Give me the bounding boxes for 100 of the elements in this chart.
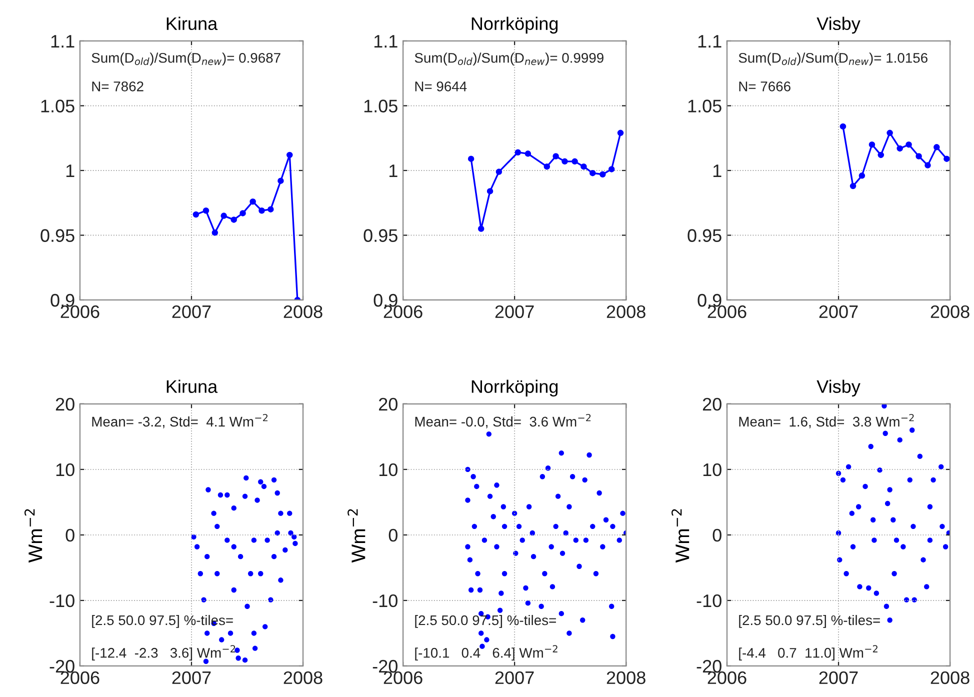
x-tick-label: 2008 [284, 671, 322, 684]
y-axis-title: Wm$^{−2}$ [672, 509, 690, 563]
y-tick-label: 10 [56, 463, 74, 476]
chart-title: Norrköping [472, 380, 558, 397]
point [212, 230, 218, 236]
point [220, 212, 227, 219]
point [240, 210, 246, 216]
point [944, 156, 950, 162]
point [219, 637, 224, 642]
point [840, 477, 846, 483]
point [282, 547, 288, 553]
annotation: N= 9644 [415, 82, 467, 92]
point [862, 484, 868, 490]
annotation: Mean= -3.2, Std= 4.1 Wm$^{−2}$ [92, 414, 268, 428]
annotation: Sum(D$_{old}$)/Sum(D$_{new}$)= 0.9999 [414, 52, 604, 66]
point [264, 538, 270, 543]
point [562, 158, 568, 165]
y-tick-label: 0 [66, 528, 74, 542]
point [236, 656, 241, 661]
point [231, 587, 236, 593]
point [617, 130, 624, 136]
point [198, 571, 204, 576]
point [228, 630, 234, 636]
point [203, 658, 209, 664]
point [261, 484, 267, 490]
point [930, 477, 936, 483]
y-tick-label: 20 [56, 398, 74, 411]
point [886, 130, 893, 136]
x-tick-label: 2008 [930, 671, 970, 684]
y-axis-title: Wm$^{−2}$ [24, 509, 42, 563]
point [244, 475, 249, 481]
point [884, 604, 890, 609]
point [916, 153, 922, 160]
x-tick-label: 2007 [819, 305, 858, 318]
y-tick-label: -10 [50, 594, 74, 608]
y-tick-label: -10 [696, 594, 722, 608]
point [278, 578, 284, 583]
x-tick-label: 2008 [284, 305, 322, 318]
y-tick-label: -20 [50, 660, 74, 673]
point [874, 590, 880, 596]
point [204, 554, 210, 560]
point [850, 544, 856, 550]
y-tick-label: 10 [703, 463, 722, 476]
y-tick-label: 1 [713, 164, 722, 178]
annotation: [-4.4 0.7 11.0] Wm$^{−2}$ [739, 645, 878, 661]
y-tick-label: 20 [379, 398, 398, 411]
y-tick-label: 10 [379, 463, 398, 476]
point [478, 226, 484, 232]
x-tick-label: 2007 [172, 671, 211, 684]
y-tick-label: 0.95 [364, 229, 398, 242]
point [278, 178, 284, 184]
chart-title: Kiruna [166, 16, 218, 30]
point [234, 648, 240, 653]
point [251, 538, 257, 543]
point [214, 524, 220, 530]
point [906, 141, 912, 148]
x-tick-label: 2006 [60, 671, 100, 684]
annotation: Sum(D$_{old}$)/Sum(D$_{new}$)= 0.9687 [92, 52, 280, 66]
point [262, 624, 268, 630]
point [868, 444, 874, 450]
y-tick-label: 1 [390, 164, 398, 178]
point [514, 149, 522, 156]
point [868, 141, 876, 148]
point [942, 544, 948, 550]
annotation: N= 7666 [739, 82, 790, 92]
y-tick-label: -20 [372, 660, 398, 673]
annotation: Mean= -0.0, Std= 3.6 Wm$^{−2}$ [415, 414, 591, 428]
x-tick-label: 2007 [172, 305, 211, 318]
point [204, 630, 210, 636]
y-tick-label: 0 [388, 528, 398, 542]
x-tick-label: 2008 [606, 671, 646, 684]
point [866, 585, 872, 591]
point [552, 153, 559, 160]
point [194, 544, 200, 550]
point [291, 534, 297, 540]
point [572, 158, 578, 165]
point [251, 630, 257, 636]
point [940, 524, 945, 530]
point [884, 500, 890, 506]
y-tick-label: 0.9 [50, 294, 74, 307]
y-tick-label: 20 [702, 398, 722, 411]
point [271, 477, 277, 483]
x-tick-label: 2008 [930, 305, 970, 318]
point [271, 554, 277, 560]
chart-title: Kiruna [166, 380, 218, 393]
annotation: [2.5 50.0 97.5] %-tiles= [415, 614, 556, 628]
point [242, 494, 248, 499]
point [857, 584, 862, 590]
point [252, 646, 258, 651]
point [274, 530, 280, 536]
point [202, 208, 210, 214]
point [920, 557, 926, 562]
x-tick-label: 2006 [708, 671, 746, 684]
chart-title: Visby [816, 16, 860, 34]
point [924, 162, 931, 168]
y-tick-label: -10 [372, 594, 398, 608]
chart-title: Norrköping [472, 16, 558, 34]
x-tick-label: 2006 [60, 305, 100, 318]
y-tick-label: 1.1 [698, 35, 722, 48]
y-tick-label: 0.95 [40, 229, 74, 242]
